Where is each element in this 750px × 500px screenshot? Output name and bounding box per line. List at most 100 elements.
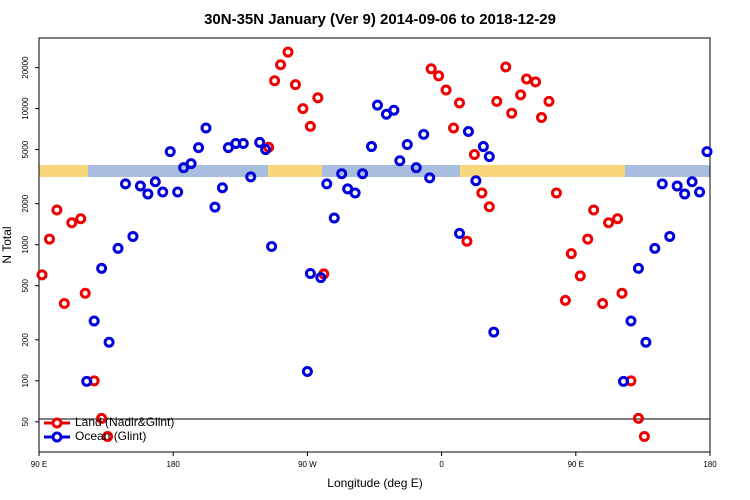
point	[75, 213, 87, 225]
point	[468, 148, 480, 160]
point	[574, 270, 586, 282]
y-axis-label: N Total	[0, 226, 14, 263]
legend-marker	[51, 417, 63, 429]
point	[476, 187, 488, 199]
y-tick-label: 100	[21, 374, 30, 388]
point	[119, 178, 131, 190]
point	[401, 138, 413, 150]
point	[483, 201, 495, 213]
legend-marker	[51, 431, 63, 443]
y-tick-label: 50	[21, 417, 30, 426]
point	[418, 128, 430, 140]
point	[357, 168, 369, 180]
point	[43, 233, 55, 245]
point	[237, 137, 249, 149]
point	[366, 141, 378, 153]
point	[88, 315, 100, 327]
point	[453, 97, 465, 109]
y-tick-label: 5000	[21, 140, 30, 158]
point	[550, 187, 562, 199]
point	[304, 268, 316, 280]
point	[289, 79, 301, 91]
legend-label: Ocean (Glint)	[75, 429, 146, 443]
point	[282, 46, 294, 58]
x-tick-label: 180	[167, 460, 181, 469]
point	[269, 75, 281, 87]
point	[96, 262, 108, 274]
point	[315, 272, 327, 284]
legend-label: Land (Nadir&Glint)	[75, 415, 174, 429]
point	[209, 201, 221, 213]
point	[618, 375, 630, 387]
point	[172, 186, 184, 198]
point	[462, 125, 474, 137]
point	[632, 412, 644, 424]
point	[58, 297, 70, 309]
point	[297, 103, 309, 115]
point	[266, 241, 278, 253]
point	[321, 178, 333, 190]
x-tick-label: 0	[439, 460, 444, 469]
point	[51, 204, 63, 216]
point	[112, 242, 124, 254]
point	[470, 175, 482, 187]
point	[66, 217, 78, 229]
point	[425, 63, 437, 75]
y-tick-label: 500	[21, 278, 30, 292]
point	[36, 269, 48, 281]
point	[424, 172, 436, 184]
point	[491, 95, 503, 107]
point	[448, 122, 460, 134]
point	[638, 430, 650, 442]
point	[488, 326, 500, 338]
point	[477, 141, 489, 153]
point	[588, 204, 600, 216]
point	[96, 412, 108, 424]
y-tick-label: 10000	[21, 97, 30, 120]
point	[515, 89, 527, 101]
point	[433, 70, 445, 82]
point	[559, 294, 571, 306]
point	[410, 162, 422, 174]
y-tick-label: 20000	[21, 56, 30, 79]
point	[616, 287, 628, 299]
point	[304, 120, 316, 132]
point	[664, 230, 676, 242]
point	[625, 315, 637, 327]
point	[694, 186, 706, 198]
point	[254, 136, 266, 148]
point	[349, 187, 361, 199]
point	[149, 176, 161, 188]
point	[597, 297, 609, 309]
y-tick-label: 1000	[21, 235, 30, 253]
point	[134, 180, 146, 192]
point	[245, 171, 257, 183]
map-strip	[39, 165, 710, 177]
point	[656, 178, 668, 190]
point	[275, 59, 287, 71]
point	[371, 99, 383, 111]
point	[102, 430, 114, 442]
point	[612, 213, 624, 225]
point	[483, 151, 495, 163]
point	[216, 182, 228, 194]
point	[127, 230, 139, 242]
point	[185, 158, 197, 170]
point	[312, 92, 324, 104]
y-tick-label: 200	[21, 333, 30, 347]
point	[142, 188, 154, 200]
x-tick-label: 90 E	[31, 460, 47, 469]
point	[649, 242, 661, 254]
point	[632, 262, 644, 274]
point	[328, 212, 340, 224]
point	[500, 61, 512, 73]
point	[679, 188, 691, 200]
point	[260, 144, 272, 156]
point	[582, 233, 594, 245]
plot-frame	[38, 37, 711, 453]
point	[157, 186, 169, 198]
point	[536, 111, 548, 123]
point	[200, 122, 212, 134]
point	[603, 217, 615, 229]
